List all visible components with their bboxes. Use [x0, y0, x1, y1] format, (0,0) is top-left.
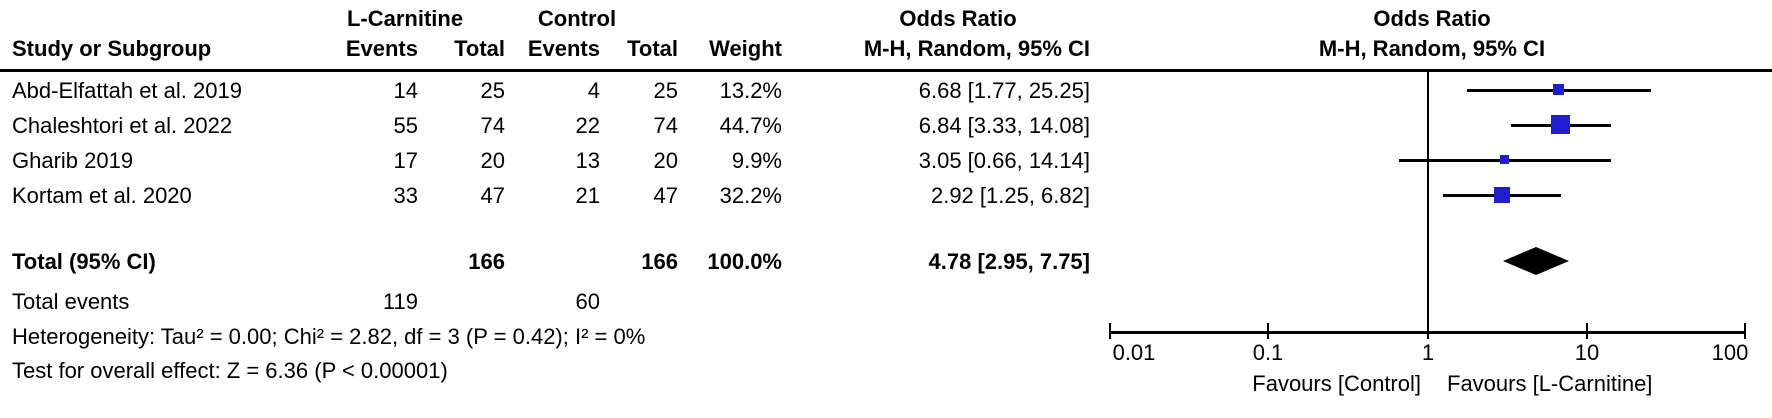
- x-tick-label: 100: [1711, 340, 1749, 365]
- weight-value: 13.2%: [719, 78, 782, 103]
- total-events-control: 60: [575, 289, 600, 314]
- control-total: 20: [653, 148, 678, 173]
- group-header-treatment: L-Carnitine: [346, 6, 464, 31]
- study-name: Kortam et al. 2020: [12, 183, 192, 208]
- col-header-mh-text: M-H, Random, 95% CI: [863, 36, 1090, 61]
- col-header-control-total: Total: [627, 36, 678, 61]
- weight-value: 9.9%: [731, 148, 782, 173]
- x-axis-tick-0.01: [1109, 323, 1111, 339]
- favours-treatment-label: Favours [L-Carnitine]: [1447, 371, 1653, 396]
- study-name: Abd-Elfattah et al. 2019: [12, 78, 242, 103]
- treatment-total: 47: [480, 183, 505, 208]
- x-axis-tick-0.1: [1267, 323, 1269, 339]
- col-header-mh-plot: M-H, Random, 95% CI: [1318, 36, 1546, 61]
- x-tick-label: 0.1: [1252, 340, 1284, 365]
- header-divider-line: [0, 69, 1772, 72]
- or-ci-value: 6.84 [3.33, 14.08]: [918, 113, 1090, 138]
- favours-control-label: Favours [Control]: [1252, 371, 1421, 396]
- odds-ratio-plot-column-title: Odds Ratio: [1373, 6, 1491, 31]
- total-events-label: Total events: [12, 289, 130, 314]
- control-events: 21: [575, 183, 600, 208]
- treatment-events: 17: [393, 148, 418, 173]
- odds-ratio-text-column-title: Odds Ratio: [899, 6, 1017, 31]
- x-tick-label: 10: [1574, 340, 1600, 365]
- total-treatment-total: 166: [468, 249, 505, 274]
- overall-effect-text: Test for overall effect: Z = 6.36 (P < 0…: [12, 358, 448, 383]
- control-events: 13: [575, 148, 600, 173]
- col-header-treatment-events: Events: [345, 36, 418, 61]
- total-weight: 100.0%: [707, 249, 782, 274]
- x-axis-tick-100: [1744, 323, 1746, 339]
- x-axis-tick-10: [1586, 323, 1588, 339]
- total-control-total: 166: [641, 249, 678, 274]
- col-header-treatment-total: Total: [454, 36, 505, 61]
- or-ci-value: 6.68 [1.77, 25.25]: [918, 78, 1090, 103]
- x-tick-label: 0.01: [1112, 340, 1156, 365]
- col-header-study: Study or Subgroup: [12, 36, 212, 61]
- treatment-total: 20: [480, 148, 505, 173]
- control-total: 74: [653, 113, 678, 138]
- effect-square-study-3: [1500, 155, 1509, 164]
- total-label: Total (95% CI): [12, 249, 156, 274]
- x-axis-tick-1: [1427, 323, 1429, 339]
- weight-value: 44.7%: [719, 113, 782, 138]
- null-effect-line: [1427, 72, 1429, 332]
- total-events-treatment: 119: [382, 289, 418, 314]
- treatment-events: 55: [393, 113, 418, 138]
- treatment-total: 74: [480, 113, 505, 138]
- total-or-ci: 4.78 [2.95, 7.75]: [928, 249, 1090, 274]
- treatment-events: 33: [393, 183, 418, 208]
- effect-square-study-2: [1551, 115, 1570, 134]
- treatment-total: 25: [480, 78, 505, 103]
- study-name: Gharib 2019: [12, 148, 134, 173]
- or-ci-value: 3.05 [0.66, 14.14]: [918, 148, 1090, 173]
- control-total: 25: [653, 78, 678, 103]
- treatment-events: 14: [393, 78, 418, 103]
- col-header-weight: Weight: [709, 36, 782, 61]
- effect-square-study-4: [1494, 187, 1510, 203]
- effect-square-study-1: [1553, 84, 1564, 95]
- control-events: 4: [587, 78, 600, 103]
- weight-value: 32.2%: [719, 183, 782, 208]
- or-ci-value: 2.92 [1.25, 6.82]: [930, 183, 1090, 208]
- pooled-diamond: [1503, 247, 1569, 275]
- heterogeneity-text: Heterogeneity: Tau² = 0.00; Chi² = 2.82,…: [12, 324, 646, 349]
- control-events: 22: [575, 113, 600, 138]
- col-header-control-events: Events: [527, 36, 600, 61]
- control-total: 47: [653, 183, 678, 208]
- x-tick-label: 1: [1421, 340, 1435, 365]
- study-name: Chaleshtori et al. 2022: [12, 113, 233, 138]
- group-header-control: Control: [537, 6, 617, 31]
